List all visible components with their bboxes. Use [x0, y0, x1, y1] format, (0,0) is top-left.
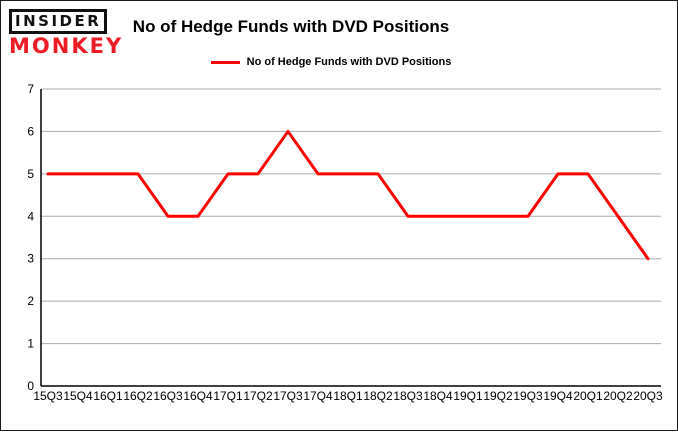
x-tick-label: 20Q2: [603, 389, 633, 403]
x-tick-label: 16Q4: [183, 389, 213, 403]
y-tick-label: 5: [27, 167, 34, 181]
y-tick-label: 3: [27, 252, 34, 266]
chart-title: No of Hedge Funds with DVD Positions: [132, 17, 450, 36]
x-tick-label: 15Q3: [33, 389, 63, 403]
x-tick-label: 19Q4: [543, 389, 573, 403]
y-tick-label: 1: [27, 337, 34, 351]
y-tick-label: 2: [27, 294, 34, 308]
logo-monkey: MONKEY: [9, 33, 124, 58]
series-line: [46, 129, 650, 261]
legend-swatch: [210, 60, 240, 64]
logo-insider: INSIDER: [9, 9, 108, 34]
x-tick-label: 17Q2: [243, 389, 273, 403]
x-tick-label: 17Q1: [213, 389, 243, 403]
x-tick-label: 19Q1: [453, 389, 483, 403]
x-tick-label: 19Q3: [513, 389, 543, 403]
x-tick-label: 15Q4: [63, 389, 93, 403]
legend-label: No of Hedge Funds with DVD Positions: [246, 56, 452, 68]
y-tick-label: 7: [27, 82, 34, 96]
x-tick-label: 17Q3: [273, 389, 303, 403]
y-tick-label: 4: [27, 209, 34, 223]
x-tick-label: 16Q3: [153, 389, 183, 403]
x-tick-label: 19Q2: [483, 389, 513, 403]
x-tick-label: 16Q1: [93, 389, 123, 403]
x-tick-label: 18Q3: [393, 389, 423, 403]
x-tick-label: 20Q3: [633, 389, 663, 403]
x-tick-label: 18Q2: [363, 389, 393, 403]
x-tick-label: 18Q4: [423, 389, 453, 403]
x-tick-label: 17Q4: [303, 389, 333, 403]
x-tick-label: 18Q1: [333, 389, 363, 403]
insider-monkey-logo: INSIDER MONKEY: [9, 9, 123, 58]
y-tick-label: 0: [27, 379, 34, 393]
x-tick-label: 20Q1: [573, 389, 603, 403]
y-tick-label: 6: [27, 124, 34, 138]
x-tick-label: 16Q2: [123, 389, 153, 403]
legend: No of Hedge Funds with DVD Positions: [1, 56, 661, 68]
